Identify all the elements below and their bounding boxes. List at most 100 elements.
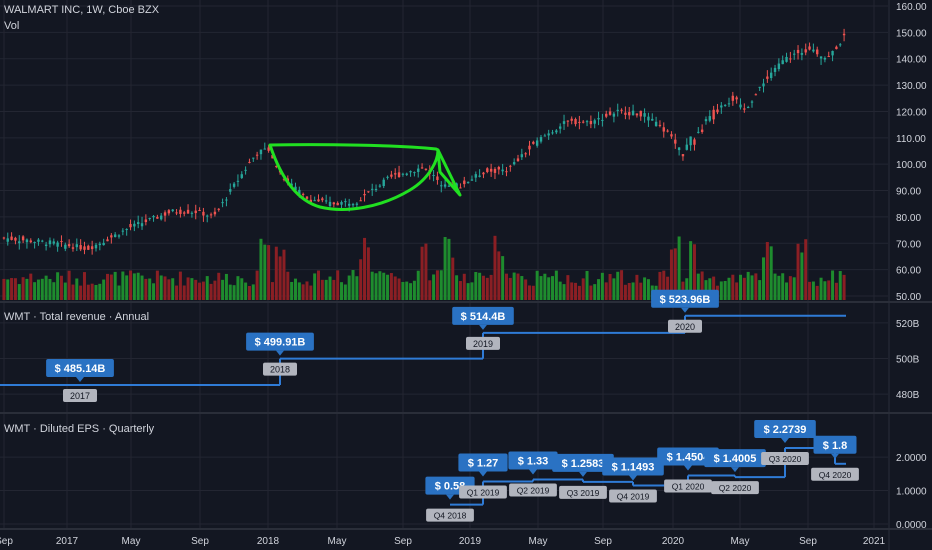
candle-body xyxy=(697,131,700,133)
candle-body xyxy=(601,119,604,121)
eps-value-label: $ 0.58 xyxy=(435,481,466,493)
candle-body xyxy=(248,161,251,163)
candle-body xyxy=(140,223,144,227)
volume-bar xyxy=(148,278,152,300)
time-axis-label: May xyxy=(328,536,347,547)
volume-bar xyxy=(719,281,723,300)
volume-bar xyxy=(136,272,140,300)
volume-bar xyxy=(478,272,482,300)
candle-body xyxy=(447,185,451,187)
candle-body xyxy=(401,173,405,175)
volume-bar xyxy=(543,273,547,300)
candle-body xyxy=(463,180,466,185)
volume-bar xyxy=(213,280,217,300)
volume-bar xyxy=(785,282,789,300)
candle-body xyxy=(313,200,316,202)
candle-body xyxy=(217,208,220,210)
volume-bar xyxy=(209,283,213,300)
eps-flag xyxy=(657,447,719,466)
candle-body xyxy=(355,203,359,205)
candle-body xyxy=(29,240,32,243)
revenue-value-label: $ 523.96B xyxy=(660,294,711,306)
eps-flag xyxy=(754,419,816,438)
revenue-period-label: 2018 xyxy=(270,365,290,375)
candle-body xyxy=(133,223,136,227)
volume-bar xyxy=(244,282,248,300)
candle-body xyxy=(704,119,708,122)
candle-body xyxy=(823,57,827,60)
volume-bar xyxy=(466,283,470,300)
volume-bar xyxy=(416,270,420,300)
volume-bar xyxy=(531,285,535,300)
candle-body xyxy=(125,229,128,231)
candle-body xyxy=(677,147,681,151)
volume-bar xyxy=(497,251,501,300)
volume-bar xyxy=(708,278,712,300)
price-tick-label: 120.00 xyxy=(896,107,927,118)
candle-body xyxy=(574,119,577,125)
volume-bar xyxy=(512,272,516,300)
eps-tick-label: 2.0000 xyxy=(896,453,927,464)
candle-body xyxy=(716,109,719,113)
time-axis-label: 2020 xyxy=(662,536,685,547)
candle-body xyxy=(793,53,796,55)
candle-body xyxy=(432,175,435,177)
volume-bar xyxy=(40,278,44,300)
volume-bar xyxy=(489,274,493,300)
volume-bar xyxy=(117,285,121,300)
candle-body xyxy=(129,224,132,228)
candle-body xyxy=(186,209,190,214)
candle-body xyxy=(413,172,416,174)
candle-body xyxy=(328,201,332,207)
candle-body xyxy=(489,168,493,172)
candle-body xyxy=(666,130,669,132)
eps-value-label: $ 1.2583 xyxy=(562,458,605,470)
candle-body xyxy=(113,234,117,238)
candle-body xyxy=(827,56,830,58)
candle-body xyxy=(252,157,255,159)
volume-bar xyxy=(731,274,735,300)
candle-body xyxy=(64,244,67,249)
candle-body xyxy=(67,244,71,247)
candle-body xyxy=(294,186,297,191)
candle-body xyxy=(501,169,504,172)
candle-body xyxy=(60,241,63,243)
volume-bar xyxy=(255,270,259,300)
volume-bar xyxy=(562,284,566,300)
volume-bar xyxy=(205,276,209,300)
volume-bar xyxy=(666,276,670,300)
candle-body xyxy=(94,244,98,249)
revenue-value-label: $ 499.91B xyxy=(255,337,306,349)
candle-body xyxy=(409,171,412,173)
volume-bar xyxy=(685,278,689,300)
eps-period-label: Q4 2019 xyxy=(617,492,650,502)
candle-body xyxy=(275,165,278,167)
volume-bar xyxy=(485,277,489,300)
volume-bar xyxy=(677,236,681,300)
candle-body xyxy=(75,244,79,248)
revenue-flag xyxy=(452,306,514,325)
candle-body xyxy=(578,121,581,123)
volume-bar xyxy=(217,272,221,300)
time-axis-label: 2021 xyxy=(863,536,886,547)
candle-body xyxy=(505,171,508,173)
volume-bar xyxy=(631,282,635,300)
candle-body xyxy=(693,139,696,145)
volume-bar xyxy=(754,273,758,300)
candle-body xyxy=(175,212,178,214)
eps-flag-pointer xyxy=(579,471,587,477)
eps-flag xyxy=(458,453,508,472)
candle-body xyxy=(98,243,102,246)
candle-body xyxy=(56,242,59,247)
candle-body xyxy=(566,120,570,122)
volume-bar xyxy=(328,276,332,300)
candle-body xyxy=(796,49,800,54)
candle-body xyxy=(839,44,842,46)
volume-bar xyxy=(504,273,508,300)
volume-bar xyxy=(355,276,359,300)
volume-bar xyxy=(735,282,739,300)
candle-body xyxy=(417,168,420,172)
candle-body xyxy=(493,168,497,173)
volume-bar xyxy=(815,285,819,300)
